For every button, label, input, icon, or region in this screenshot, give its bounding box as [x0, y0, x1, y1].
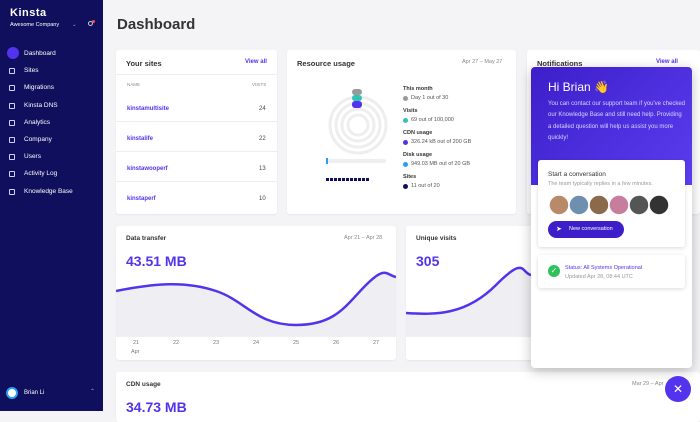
button-label[interactable]: New conversation — [569, 226, 613, 232]
new-conversation-button[interactable] — [548, 221, 624, 238]
x-tick-label: 23 — [213, 340, 220, 346]
nav-item[interactable]: Sites — [24, 67, 39, 75]
nav-item[interactable]: Kinsta DNS — [24, 101, 58, 109]
x-tick-label: 22 — [173, 340, 180, 346]
nav-item[interactable]: Dashboard — [24, 50, 56, 57]
resource-usage-card — [287, 50, 516, 214]
divider — [116, 74, 277, 75]
status-text[interactable]: Status: All Systems Operational — [565, 265, 643, 271]
start-note: The team typically replies in a few minu… — [548, 181, 653, 187]
x-month-label: Apr — [131, 349, 140, 355]
close-chat-button[interactable]: ✕ — [665, 376, 691, 402]
divider — [116, 151, 277, 152]
page-title: Dashboard — [117, 16, 196, 33]
nav-item[interactable]: Company — [24, 136, 52, 143]
send-icon: ➤ — [556, 226, 562, 233]
sidebar — [0, 0, 103, 411]
nav-item[interactable]: Users — [24, 153, 41, 161]
card-title: CDN usage — [126, 381, 161, 388]
x-tick-label: 26 — [333, 340, 340, 346]
nav-icon — [9, 85, 15, 92]
site-name[interactable]: kinstalife — [127, 136, 154, 142]
logo[interactable]: Kinsta — [10, 7, 47, 19]
usage-detail: 949.03 MB out of 20 GB — [411, 161, 471, 167]
nav-item[interactable]: Analytics — [24, 118, 51, 126]
usage-label: This month — [403, 86, 433, 92]
usage-detail: Day 1 out of 30 — [411, 95, 449, 101]
cdn-usage-card — [116, 372, 700, 422]
site-name[interactable]: kinstaperf — [127, 196, 156, 202]
status-box — [538, 255, 685, 288]
date-range: Apr 27 – May 27 — [462, 59, 503, 65]
site-name[interactable]: kinstawooperf — [127, 166, 168, 172]
x-tick-label: 24 — [253, 340, 260, 346]
usage-label: CDN usage — [403, 130, 433, 136]
nav-icon — [9, 102, 15, 109]
usage-label: Disk usage — [403, 152, 433, 158]
nav-icon — [9, 171, 15, 178]
usage-dot — [403, 140, 408, 145]
usage-dot — [403, 162, 408, 167]
status-updated: Updated Apr 28, 08:44 UTC — [565, 274, 633, 280]
total: 34.73 MB — [126, 399, 187, 415]
usage-dot — [403, 96, 408, 101]
company-caret[interactable]: ⌄ — [72, 22, 77, 28]
view-all-link[interactable]: View all — [656, 59, 678, 65]
user-name[interactable]: Brian Li — [24, 390, 45, 396]
bell-badge — [92, 20, 95, 23]
avatar[interactable] — [6, 387, 18, 399]
site-name[interactable]: kinstamultisite — [127, 106, 170, 112]
bell-icon[interactable] — [88, 21, 93, 26]
date-range: Mar 29 – Apr — [632, 381, 664, 387]
site-visits: 24 — [259, 106, 266, 112]
site-visits: 13 — [259, 166, 266, 172]
nav-icon — [9, 137, 15, 143]
nav-item[interactable]: Migrations — [24, 84, 54, 92]
team-avatars — [548, 194, 670, 216]
card-title: Data transfer — [126, 235, 167, 242]
active-icon — [7, 47, 19, 59]
status-icon: ✓ — [548, 265, 560, 277]
usage-detail: 326.24 kB out of 200 GB — [411, 139, 472, 145]
usage-graphic — [326, 89, 388, 181]
line-graphic — [116, 271, 396, 337]
card-title: Unique visits — [416, 235, 457, 242]
chat-intro: You can contact our support team if you'… — [548, 101, 686, 141]
usage-dot — [403, 184, 408, 189]
date-range: Apr 21 – Apr 28 — [344, 235, 383, 241]
usage-detail: 11 out of 20 — [411, 183, 440, 189]
company-name[interactable]: Awesome Company — [10, 22, 60, 28]
nav-icon — [9, 119, 15, 126]
chat-greeting: Hi Brian 👋 — [548, 80, 609, 94]
site-visits: 22 — [259, 136, 266, 142]
total: 43.51 MB — [126, 253, 187, 269]
site-visits: 10 — [259, 196, 266, 202]
your-sites-card — [116, 50, 277, 214]
column-header: NAME — [127, 82, 141, 87]
x-tick-label: 25 — [293, 340, 300, 346]
usage-dot — [403, 118, 408, 123]
total: 305 — [416, 253, 440, 269]
nav-item[interactable]: Activity Log — [24, 170, 58, 178]
divider — [116, 121, 277, 122]
view-all-link[interactable]: View all — [245, 59, 267, 65]
x-tick-label: 27 — [373, 340, 380, 346]
usage-detail: 69 out of 100,000 — [411, 117, 454, 123]
nav-icon — [9, 68, 15, 75]
card-title: Your sites — [126, 59, 162, 68]
nav-item[interactable]: Knowledge Base — [24, 187, 73, 195]
usage-label: Visits — [403, 108, 418, 114]
divider — [116, 181, 277, 182]
x-tick-label: 21 — [133, 340, 140, 346]
column-header: VISITS — [252, 82, 267, 87]
usage-label: Sites — [403, 174, 417, 180]
card-title: Notifications — [537, 59, 583, 68]
nav-icon — [9, 154, 15, 161]
line-graphic — [406, 266, 531, 337]
card-title: Resource usage — [297, 59, 355, 68]
user-caret[interactable]: ⌃ — [90, 389, 96, 395]
nav-icon — [9, 188, 15, 195]
start-title: Start a conversation — [548, 171, 606, 178]
